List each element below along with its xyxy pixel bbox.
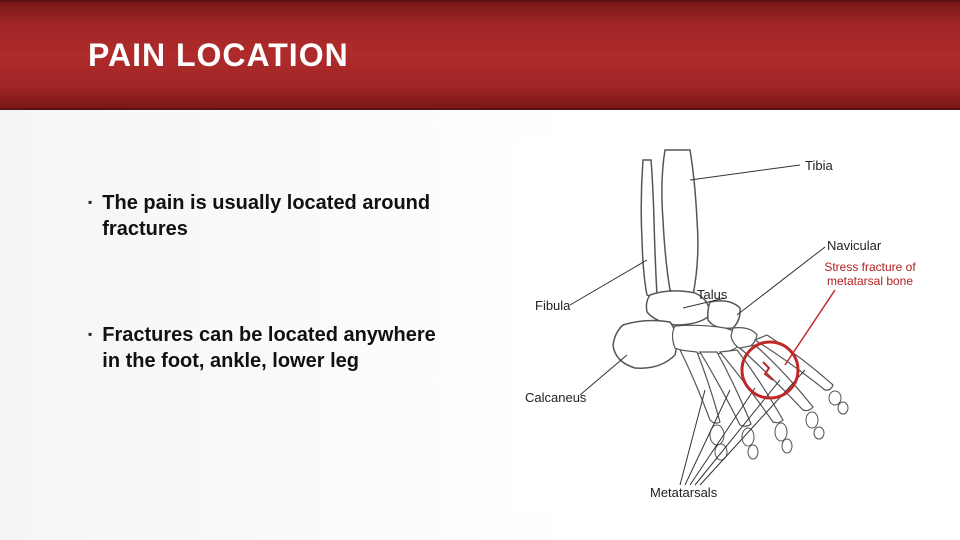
label-navicular: Navicular [827, 238, 881, 253]
label-calcaneus: Calcaneus [525, 390, 586, 405]
foot-bones-svg [515, 140, 925, 510]
label-tibia: Tibia [805, 158, 833, 173]
bullet-text: Fractures can be located anywhere in the… [102, 322, 450, 374]
header-bar: PAIN LOCATION [0, 0, 960, 110]
list-item: ▪ Fractures can be located anywhere in t… [88, 322, 450, 374]
bullet-list: ▪ The pain is usually located around fra… [0, 110, 480, 540]
label-stress-fracture: Stress fracture of metatarsal bone [815, 260, 925, 288]
foot-anatomy-diagram: Tibia Fibula Talus Navicular Calcaneus M… [515, 140, 925, 510]
list-item: ▪ The pain is usually located around fra… [88, 190, 450, 242]
bullet-text: The pain is usually located around fract… [102, 190, 450, 242]
bullet-marker: ▪ [88, 190, 102, 242]
label-fibula: Fibula [535, 298, 570, 313]
callout-line2: metatarsal bone [827, 274, 913, 288]
content-area: ▪ The pain is usually located around fra… [0, 110, 960, 540]
callout-line1: Stress fracture of [824, 260, 915, 274]
bullet-marker: ▪ [88, 322, 102, 374]
page-title: PAIN LOCATION [88, 37, 349, 74]
label-metatarsals: Metatarsals [650, 485, 717, 500]
label-talus: Talus [697, 287, 727, 302]
diagram-panel: Tibia Fibula Talus Navicular Calcaneus M… [480, 110, 960, 540]
